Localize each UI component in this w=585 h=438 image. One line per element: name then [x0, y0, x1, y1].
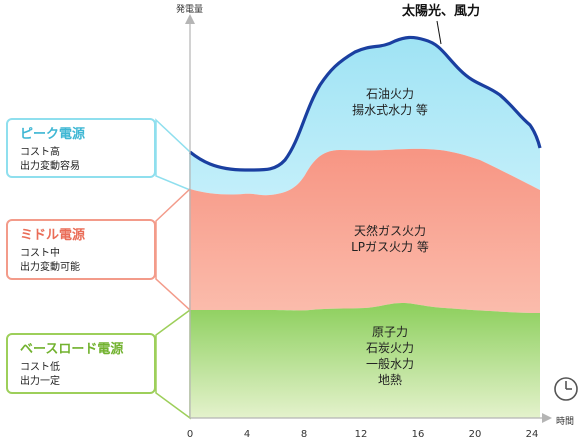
peak-cost: コスト高 — [20, 147, 60, 158]
middle-output: 出力変動可能 — [20, 262, 80, 273]
x-tick-0: 0 — [187, 429, 193, 438]
base-output: 出力一定 — [20, 376, 60, 387]
clock-icon — [554, 377, 578, 401]
middle-sources-label: 天然ガス火力 LPガス火力 等 — [320, 223, 460, 255]
x-tick-16: 16 — [412, 429, 425, 438]
middle-source: LPガス火力 等 — [351, 240, 429, 254]
peak-source: 揚水式水力 等 — [352, 103, 428, 117]
middle-connector — [155, 187, 191, 312]
base-title: ベースロード電源 — [20, 342, 124, 357]
x-axis-label: 時間 — [556, 417, 575, 427]
base-sources-label: 原子力 石炭火力 一般水力 地熱 — [330, 324, 450, 388]
base-source: 一般水力 — [365, 357, 414, 371]
peak-source: 石油火力 — [365, 87, 414, 101]
solar-wind-label: 太陽光、風力 — [402, 4, 481, 19]
base-source: 地熱 — [377, 373, 402, 387]
x-tick-20: 20 — [469, 429, 482, 438]
base-source: 石炭火力 — [365, 341, 414, 355]
peak-output: 出力変動容易 — [20, 161, 80, 172]
middle-area — [190, 148, 540, 313]
peak-title: ピーク電源 — [20, 127, 86, 142]
x-tick-24: 24 — [526, 429, 539, 438]
demand-curve — [189, 35, 542, 172]
middle-power-box: ミドル電源 コスト中 出力変動可能 — [6, 219, 156, 280]
peak-connector — [155, 118, 191, 192]
peak-sources-label: 石油火力 揚水式水力 等 — [320, 86, 460, 118]
x-tick-4: 4 — [244, 429, 250, 438]
y-axis-label: 発電量 — [176, 5, 204, 15]
base-power-box: ベースロード電源 コスト低 出力一定 — [6, 333, 156, 394]
base-source: 原子力 — [371, 325, 408, 339]
y-axis-arrow — [185, 14, 195, 24]
middle-source: 天然ガス火力 — [353, 224, 426, 238]
solar-pointer — [436, 20, 442, 45]
middle-title: ミドル電源 — [20, 228, 86, 243]
middle-cost: コスト中 — [20, 248, 60, 259]
x-axis-arrow — [542, 413, 552, 423]
x-tick-8: 8 — [301, 429, 307, 438]
base-cost: コスト低 — [20, 362, 60, 373]
base-connector — [155, 308, 191, 420]
base-area — [190, 303, 540, 418]
peak-area — [190, 37, 540, 196]
x-tick-12: 12 — [355, 429, 368, 438]
peak-power-box: ピーク電源 コスト高 出力変動容易 — [6, 118, 156, 178]
